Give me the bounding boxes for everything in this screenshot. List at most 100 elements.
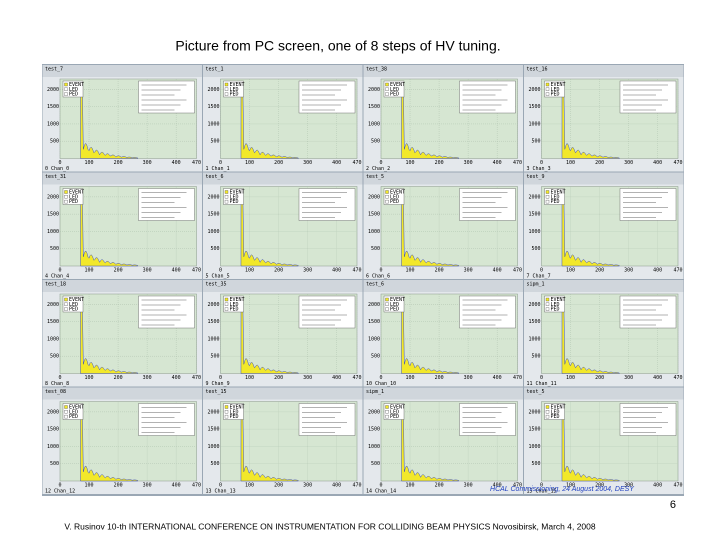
- x-tick-label: 100: [406, 268, 415, 274]
- legend-swatch: [224, 307, 229, 311]
- stats-box: [619, 80, 677, 114]
- legend-label: PED: [390, 307, 399, 313]
- x-tick-label: 200: [435, 160, 444, 166]
- y-tick-label: 1000: [207, 336, 219, 342]
- x-tick-label: 0: [58, 160, 61, 166]
- histogram: [401, 297, 460, 374]
- x-tick-label: 400: [172, 160, 181, 166]
- x-tick-label: 470: [673, 375, 682, 381]
- y-tick-label: 1000: [528, 336, 540, 342]
- histogram: [80, 297, 139, 374]
- x-tick-label: 300: [303, 268, 312, 274]
- panel-name: test_6: [206, 174, 224, 180]
- y-tick-label: 2000: [47, 194, 59, 200]
- legend-label: EVENT: [69, 190, 84, 196]
- x-tick-label: 400: [653, 375, 662, 381]
- y-tick-label: 1500: [47, 427, 59, 433]
- panel: test_31 500 1000 1500 2000 0 100 200 300 400 470 4 …: [42, 172, 202, 280]
- x-tick-label: 100: [245, 160, 254, 166]
- x-tick-label: 100: [406, 160, 415, 166]
- panel: test_08 500 1000 1500 2000 0 100 200 300 400 470 12…: [42, 387, 202, 495]
- panel-header: [524, 280, 684, 292]
- x-tick-label: 100: [406, 375, 415, 381]
- legend-swatch: [224, 190, 229, 194]
- y-tick-label: 500: [371, 139, 380, 145]
- legend-box: [383, 295, 405, 313]
- y-tick-label: 1500: [528, 212, 540, 218]
- x-tick-label: 200: [114, 483, 123, 489]
- x-tick-label: 0: [58, 375, 61, 381]
- legend-label: PED: [551, 92, 560, 98]
- panel-header: [524, 387, 684, 400]
- y-tick-label: 500: [210, 461, 219, 467]
- y-tick-label: 500: [50, 461, 59, 467]
- legend-label: EVENT: [390, 405, 405, 411]
- y-tick-label: 1000: [528, 121, 540, 127]
- x-tick-label: 0: [219, 160, 222, 166]
- legend-swatch: [64, 405, 68, 409]
- y-tick-label: 1500: [528, 104, 540, 110]
- x-tick-label: 200: [114, 268, 123, 274]
- y-tick-label: 2000: [207, 194, 219, 200]
- x-tick-label: 0: [219, 483, 222, 489]
- panel-header: [203, 172, 363, 185]
- legend-swatch: [385, 405, 389, 409]
- legend-swatch: [385, 195, 389, 199]
- panel-name: test_08: [45, 389, 66, 395]
- legend-swatch: [224, 410, 229, 414]
- legend-box: [383, 80, 405, 98]
- y-tick-label: 1500: [528, 427, 540, 433]
- y-tick-label: 2000: [207, 409, 219, 415]
- histogram: [561, 405, 620, 482]
- legend-label: EVENT: [230, 297, 245, 303]
- x-tick-label: 100: [245, 268, 254, 274]
- legend-label: LED: [551, 87, 560, 93]
- panel: test_9 500 1000 1500 2000 0 100 200 300 400 470 7 C…: [524, 172, 684, 280]
- channel-label: 2 Chan_2: [366, 166, 390, 172]
- y-tick-label: 2000: [528, 302, 540, 308]
- x-tick-label: 200: [435, 375, 444, 381]
- y-tick-label: 2000: [207, 302, 219, 308]
- legend-label: EVENT: [551, 190, 566, 196]
- histogram: [240, 297, 299, 374]
- panel: test_16 500 1000 1500 2000 0 100 200 300 400 470 3 …: [524, 65, 684, 172]
- legend-swatch: [545, 405, 550, 409]
- legend-swatch: [545, 199, 550, 204]
- x-tick-label: 100: [245, 483, 254, 489]
- y-tick-label: 500: [371, 461, 380, 467]
- x-tick-label: 300: [303, 375, 312, 381]
- panel: test_6 500 1000 1500 2000 0 100 200 300 400 470 5 C…: [203, 172, 363, 280]
- legend-swatch: [385, 414, 389, 419]
- legend-swatch: [64, 92, 68, 96]
- x-tick-label: 400: [332, 268, 341, 274]
- y-tick-label: 1500: [47, 212, 59, 218]
- legend-label: LED: [69, 87, 78, 93]
- x-tick-label: 470: [352, 375, 361, 381]
- channel-label: 4 Chan_4: [45, 274, 69, 280]
- y-tick-label: 1500: [528, 319, 540, 325]
- y-tick-label: 2000: [47, 409, 59, 415]
- histogram: [561, 82, 620, 159]
- channel-label: 12 Chan_12: [45, 489, 75, 495]
- legend-box: [383, 403, 405, 420]
- legend-swatch: [224, 87, 229, 91]
- histogram: [401, 190, 460, 267]
- x-tick-label: 200: [114, 375, 123, 381]
- y-tick-label: 1500: [368, 319, 380, 325]
- x-tick-label: 200: [435, 483, 444, 489]
- legend-swatch: [545, 87, 550, 91]
- legend-label: LED: [551, 302, 560, 308]
- legend-label: LED: [69, 194, 78, 200]
- legend-label: PED: [390, 92, 399, 98]
- legend-label: EVENT: [69, 405, 84, 411]
- x-tick-label: 400: [332, 375, 341, 381]
- legend-swatch: [545, 82, 550, 87]
- legend-swatch: [224, 92, 229, 96]
- x-tick-label: 400: [653, 160, 662, 166]
- stats-box: [298, 403, 356, 436]
- panel-header: [524, 172, 684, 185]
- legend-label: EVENT: [230, 82, 245, 88]
- legend-box: [383, 188, 405, 205]
- x-tick-label: 0: [58, 268, 61, 274]
- x-tick-label: 200: [274, 375, 283, 381]
